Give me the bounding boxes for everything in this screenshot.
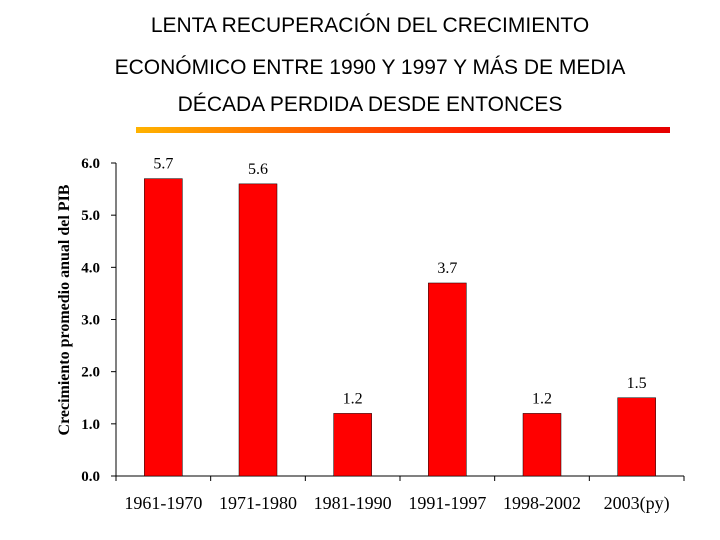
- bar-value-label: 3.7: [437, 260, 457, 277]
- x-tick-label: 2003(py): [604, 493, 670, 514]
- x-tick-label: 1991-1997: [408, 493, 486, 513]
- bar: [333, 413, 372, 477]
- y-tick-label: 5.0: [81, 208, 100, 224]
- y-tick-label: 1.0: [81, 417, 100, 433]
- bar-value-label: 5.7: [153, 156, 173, 173]
- y-axis-label: Crecimiento promedio anual del PIB: [56, 184, 73, 435]
- title-divider: [136, 127, 670, 133]
- title-line-1: LENTA RECUPERACIÓN DEL CRECIMIENTO: [150, 14, 590, 37]
- bar: [522, 413, 562, 477]
- x-tick-label: 1998-2002: [503, 493, 581, 513]
- y-tick-label: 0.0: [81, 469, 100, 485]
- bar: [238, 183, 278, 477]
- y-tick-label: 4.0: [81, 260, 100, 276]
- bar-value-label: 5.6: [248, 161, 268, 178]
- bar: [144, 178, 183, 477]
- y-tick-label: 6.0: [81, 156, 100, 172]
- title-line-3: DÉCADA PERDIDA DESDE ENTONCES: [177, 93, 563, 116]
- y-tick-label: 3.0: [81, 313, 100, 329]
- bar-value-label: 1.2: [343, 390, 363, 407]
- y-tick-label: 2.0: [81, 365, 100, 381]
- x-tick-label: 1971-1980: [219, 493, 297, 513]
- x-tick-label: 1961-1970: [124, 493, 202, 513]
- bar-value-label: 1.5: [627, 375, 647, 392]
- title-line-2: ECONÓMICO ENTRE 1990 Y 1997 Y MÁS DE MED…: [114, 56, 626, 79]
- x-tick-label: 1981-1990: [314, 493, 392, 513]
- bar-value-label: 1.2: [532, 390, 552, 407]
- bar: [428, 282, 467, 477]
- bar: [617, 397, 656, 477]
